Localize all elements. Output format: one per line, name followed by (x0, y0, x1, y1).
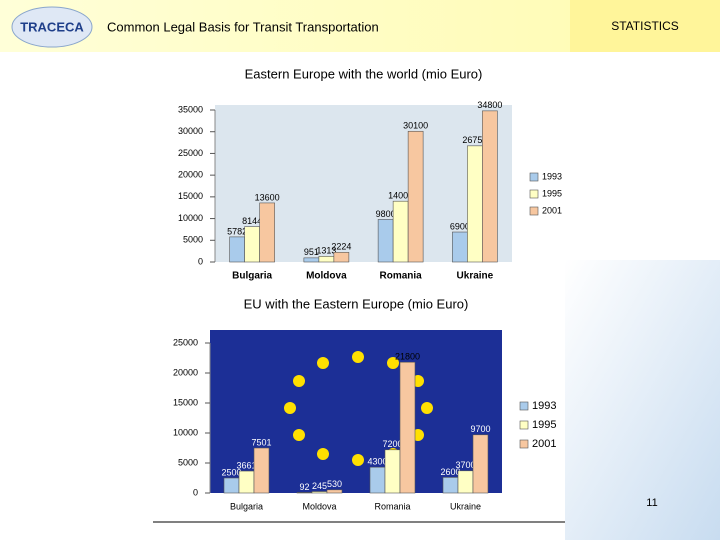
bar (244, 226, 260, 263)
y-tick-label: 0 (198, 256, 203, 266)
x-tick-label: Ukraine (450, 501, 481, 511)
data-label: 9700 (470, 424, 490, 434)
x-tick-label: Bulgaria (230, 501, 263, 511)
y-tick-label: 15000 (178, 191, 203, 201)
bar (407, 130, 424, 263)
legend-label: 2001 (542, 205, 562, 215)
y-tick-label: 20000 (178, 170, 203, 180)
legend-label: 2001 (532, 438, 556, 450)
chart-title: EU with the Eastern Europe (mio Euro) (244, 296, 469, 311)
bar (303, 257, 320, 263)
legend-swatch (519, 439, 529, 449)
bar (369, 466, 386, 494)
data-label: 4300 (367, 457, 387, 467)
data-label: 245 (312, 481, 327, 491)
bar (472, 434, 489, 494)
bar (311, 491, 328, 494)
legend-swatch (529, 206, 539, 216)
bar (296, 492, 313, 494)
legend-label: 1993 (532, 400, 556, 412)
legend-swatch (519, 401, 529, 411)
y-tick-label: 15000 (173, 397, 198, 407)
y-tick-label: 5000 (183, 235, 203, 245)
x-tick-label: Romania (380, 271, 423, 282)
y-tick-label: 35000 (178, 104, 203, 114)
data-label: 530 (327, 479, 342, 489)
data-label: 26750 (462, 135, 487, 145)
data-label: 14000 (388, 191, 413, 201)
data-label: 2224 (331, 242, 351, 252)
bar (452, 231, 468, 263)
data-label: 951 (304, 247, 319, 257)
y-tick-label: 10000 (173, 427, 198, 437)
x-tick-label: Bulgaria (232, 271, 272, 282)
bar (333, 252, 350, 263)
data-label: 3700 (455, 460, 475, 470)
x-tick-label: Ukraine (457, 271, 494, 282)
x-tick-label: Moldova (306, 271, 347, 282)
bar (326, 489, 343, 494)
page-number: 11 (646, 497, 657, 509)
bar (399, 361, 416, 494)
data-label: 6900 (450, 221, 470, 231)
data-label: 9800 (376, 209, 396, 219)
y-tick-label: 25000 (178, 148, 203, 158)
bar (467, 145, 483, 263)
bar (223, 477, 240, 494)
bar (253, 447, 270, 494)
header-title: Common Legal Basis for Transit Transport… (107, 19, 379, 34)
y-tick-label: 5000 (178, 457, 198, 467)
legend-swatch (529, 189, 539, 199)
legend-swatch (529, 172, 539, 182)
bar (229, 236, 245, 263)
data-label: 7200 (382, 439, 402, 449)
y-tick-label: 10000 (178, 213, 203, 223)
bar (318, 255, 335, 263)
data-label: 5782 (227, 226, 247, 236)
legend-label: 1993 (542, 171, 562, 181)
data-label: 34800 (477, 100, 502, 110)
data-label: 21800 (395, 352, 420, 362)
legend-label: 1995 (542, 188, 562, 198)
bar (482, 110, 498, 263)
bar (457, 470, 474, 494)
y-tick-label: 0 (193, 487, 198, 497)
y-tick-label: 25000 (173, 337, 198, 347)
legend-swatch (519, 420, 529, 430)
bar (384, 449, 401, 494)
legend-label: 1995 (532, 419, 556, 431)
section-title: STATISTICS (611, 19, 679, 33)
chart-title: Eastern Europe with the world (mio Euro) (245, 66, 483, 81)
section-bar (570, 0, 720, 52)
logo: TRACECA (20, 19, 84, 34)
bar (442, 477, 459, 494)
data-label: 3661 (236, 460, 256, 470)
bar (238, 470, 255, 494)
data-label: 7501 (251, 437, 271, 447)
bar (259, 202, 275, 263)
data-label: 2500 (221, 467, 241, 477)
data-label: 2600 (440, 467, 460, 477)
logo-badge (11, 6, 93, 48)
bar (392, 200, 409, 263)
x-tick-label: Romania (374, 501, 410, 511)
bar (377, 219, 394, 263)
data-label: 8144 (242, 216, 262, 226)
y-tick-label: 30000 (178, 126, 203, 136)
data-label: 30100 (403, 121, 428, 131)
data-label: 13600 (255, 192, 280, 202)
data-label: 92 (299, 482, 309, 492)
data-label: 1313 (316, 246, 336, 256)
decor (565, 260, 720, 540)
y-tick-label: 20000 (173, 367, 198, 377)
x-tick-label: Moldova (302, 501, 336, 511)
